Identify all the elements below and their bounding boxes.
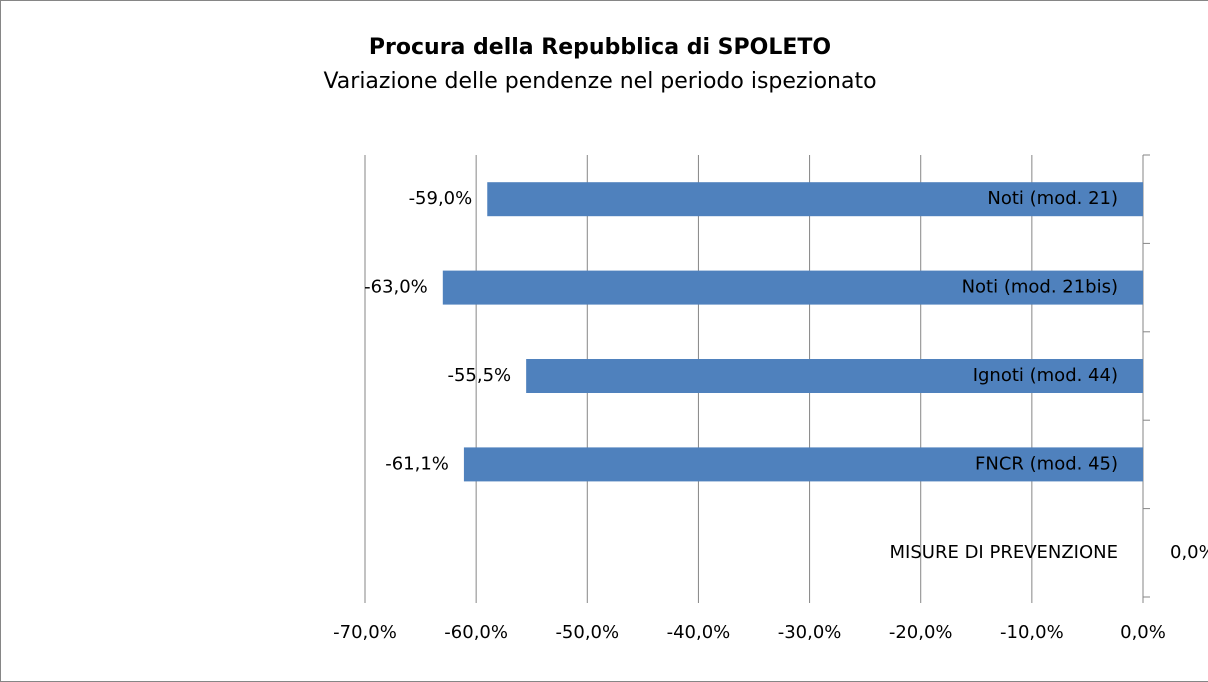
bar: [526, 359, 1143, 393]
x-tick-label: -50,0%: [555, 622, 619, 643]
category-label: FNCR (mod. 45): [975, 453, 1118, 474]
x-tick-label: 0,0%: [1120, 622, 1166, 643]
x-tick-label: -20,0%: [889, 622, 953, 643]
x-tick-label: -40,0%: [667, 622, 731, 643]
category-label: MISURE DI PREVENZIONE: [890, 542, 1118, 563]
category-label: Noti (mod. 21bis): [962, 277, 1118, 298]
value-label: -63,0%: [364, 277, 428, 298]
bar: [463, 447, 1144, 482]
x-tick-label: -60,0%: [444, 622, 508, 643]
category-label: Noti (mod. 21): [987, 188, 1118, 209]
value-label: -55,5%: [447, 365, 511, 386]
bar: [442, 270, 1143, 305]
x-tick-label: -10,0%: [1000, 622, 1064, 643]
category-label: Ignoti (mod. 44): [973, 365, 1118, 386]
chart-title: Procura della Repubblica di SPOLETO: [369, 35, 831, 60]
bar: [487, 182, 1143, 217]
chart-subtitle: Variazione delle pendenze nel periodo is…: [323, 69, 876, 94]
value-label: -59,0%: [409, 188, 473, 209]
value-label: -61,1%: [385, 453, 449, 474]
x-tick-label: -70,0%: [333, 622, 397, 643]
x-tick-label: -30,0%: [778, 622, 842, 643]
value-label: 0,0%: [1170, 542, 1208, 563]
